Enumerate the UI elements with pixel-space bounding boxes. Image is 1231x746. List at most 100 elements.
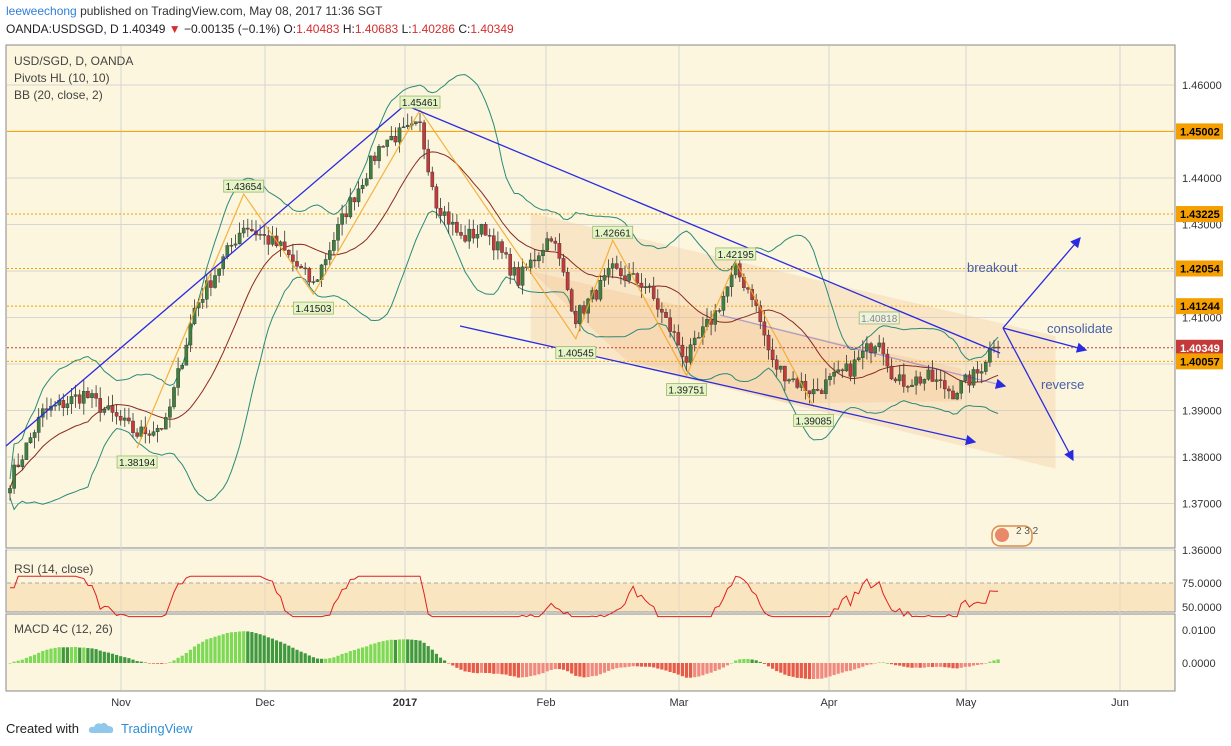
candle-body <box>393 135 398 143</box>
candle-body <box>902 374 906 387</box>
candle-body <box>418 121 422 123</box>
candle-body <box>852 359 857 377</box>
macd-bar <box>803 663 807 679</box>
macd-bar <box>885 662 889 664</box>
cloud-icon <box>88 722 114 733</box>
candle-body <box>291 254 295 262</box>
macd-bar <box>393 639 397 663</box>
candle-body <box>947 388 951 392</box>
candle-body <box>69 396 74 404</box>
candle-body <box>619 268 623 276</box>
macd-tick: 0.0100 <box>1182 625 1216 637</box>
macd-bar <box>348 651 352 663</box>
macd-bar <box>61 647 65 663</box>
macd-bar <box>894 663 898 666</box>
price-change: −0.00135 (−0.1%) <box>184 22 281 36</box>
candle-body <box>688 344 693 363</box>
price-tag <box>1176 260 1223 277</box>
candle-body <box>381 146 385 148</box>
candle-body <box>893 378 898 382</box>
candle-body <box>426 148 431 173</box>
macd-bar <box>291 647 295 663</box>
macd-bar <box>844 663 848 672</box>
candle-body <box>910 384 914 388</box>
macd-bar <box>274 640 279 663</box>
pivot-box <box>715 247 757 261</box>
legend-bb: BB (20, close, 2) <box>14 88 103 102</box>
time-tick-label: Nov <box>111 697 131 709</box>
candle-body <box>865 343 869 352</box>
macd-bar <box>963 663 967 667</box>
candle-body <box>98 398 102 413</box>
open-label: O: <box>283 22 297 36</box>
bb-lower <box>9 210 999 511</box>
tradingview-link[interactable]: TradingView <box>120 720 193 736</box>
candle-body <box>147 433 152 436</box>
macd-bar <box>172 660 176 663</box>
pivot-box <box>858 311 900 325</box>
candle-body <box>122 417 127 421</box>
author-link[interactable]: leeweechong <box>6 4 77 18</box>
candle-body <box>446 211 451 225</box>
macd-bar <box>455 663 459 668</box>
macd-bar <box>840 663 844 673</box>
candle-body <box>635 273 640 284</box>
candle-body <box>221 256 226 270</box>
macd-bar <box>217 635 221 663</box>
macd-bar <box>160 663 164 664</box>
candle-body <box>820 390 824 394</box>
macd-bar <box>656 663 660 669</box>
candle-body <box>582 305 586 314</box>
candle-body <box>389 135 394 141</box>
candle-body <box>561 258 566 273</box>
macd-bar <box>861 663 865 667</box>
price-axis: 1.460001.450001.440001.430001.420001.410… <box>1176 80 1223 557</box>
macd-bar <box>246 631 250 663</box>
candle-body <box>135 432 139 437</box>
macd-bar <box>57 647 61 663</box>
candle-body <box>897 374 902 382</box>
price-tick-label: 1.37000 <box>1182 499 1222 511</box>
macd-bar <box>53 647 57 663</box>
macd-bar <box>680 663 684 677</box>
macd-bar <box>820 663 824 679</box>
macd-bar <box>242 631 246 663</box>
macd-bar <box>279 641 283 663</box>
candle-body <box>811 389 816 395</box>
macd-bar <box>701 663 705 676</box>
pivot-box <box>592 225 634 239</box>
candle-body <box>545 238 549 251</box>
pivot-label: 1.39751 <box>668 386 705 397</box>
publish-info: leeweechong published on TradingView.com… <box>6 4 383 18</box>
candle-body <box>110 405 115 413</box>
candle-body <box>992 346 996 349</box>
annotation-consolidate: consolidate <box>1047 321 1113 336</box>
macd-bar <box>414 640 418 663</box>
candlesticks <box>8 112 1000 501</box>
candle-body <box>889 365 894 380</box>
candle-body <box>643 286 648 288</box>
macd-bar <box>832 663 836 676</box>
macd-bar <box>971 663 976 666</box>
macd-bar <box>340 653 344 663</box>
candle-body <box>245 227 250 230</box>
macd-bar <box>127 658 131 663</box>
pivot-box <box>793 414 834 427</box>
candle-body <box>676 332 681 346</box>
macd-bar <box>336 655 340 663</box>
macd-bar <box>90 648 94 663</box>
macd-bar <box>33 654 37 663</box>
candle-body <box>959 380 963 394</box>
pivot-box <box>223 179 265 193</box>
macd-bar <box>865 663 869 666</box>
candle-body <box>721 295 726 311</box>
bb-upper <box>9 74 999 480</box>
macd-bar <box>49 648 53 663</box>
time-tick-label: 2017 <box>393 697 417 709</box>
macd-bar <box>225 632 229 663</box>
candle-body <box>779 365 783 370</box>
candle-body <box>81 391 86 404</box>
macd-bar <box>570 663 574 674</box>
candle-body <box>430 171 435 187</box>
